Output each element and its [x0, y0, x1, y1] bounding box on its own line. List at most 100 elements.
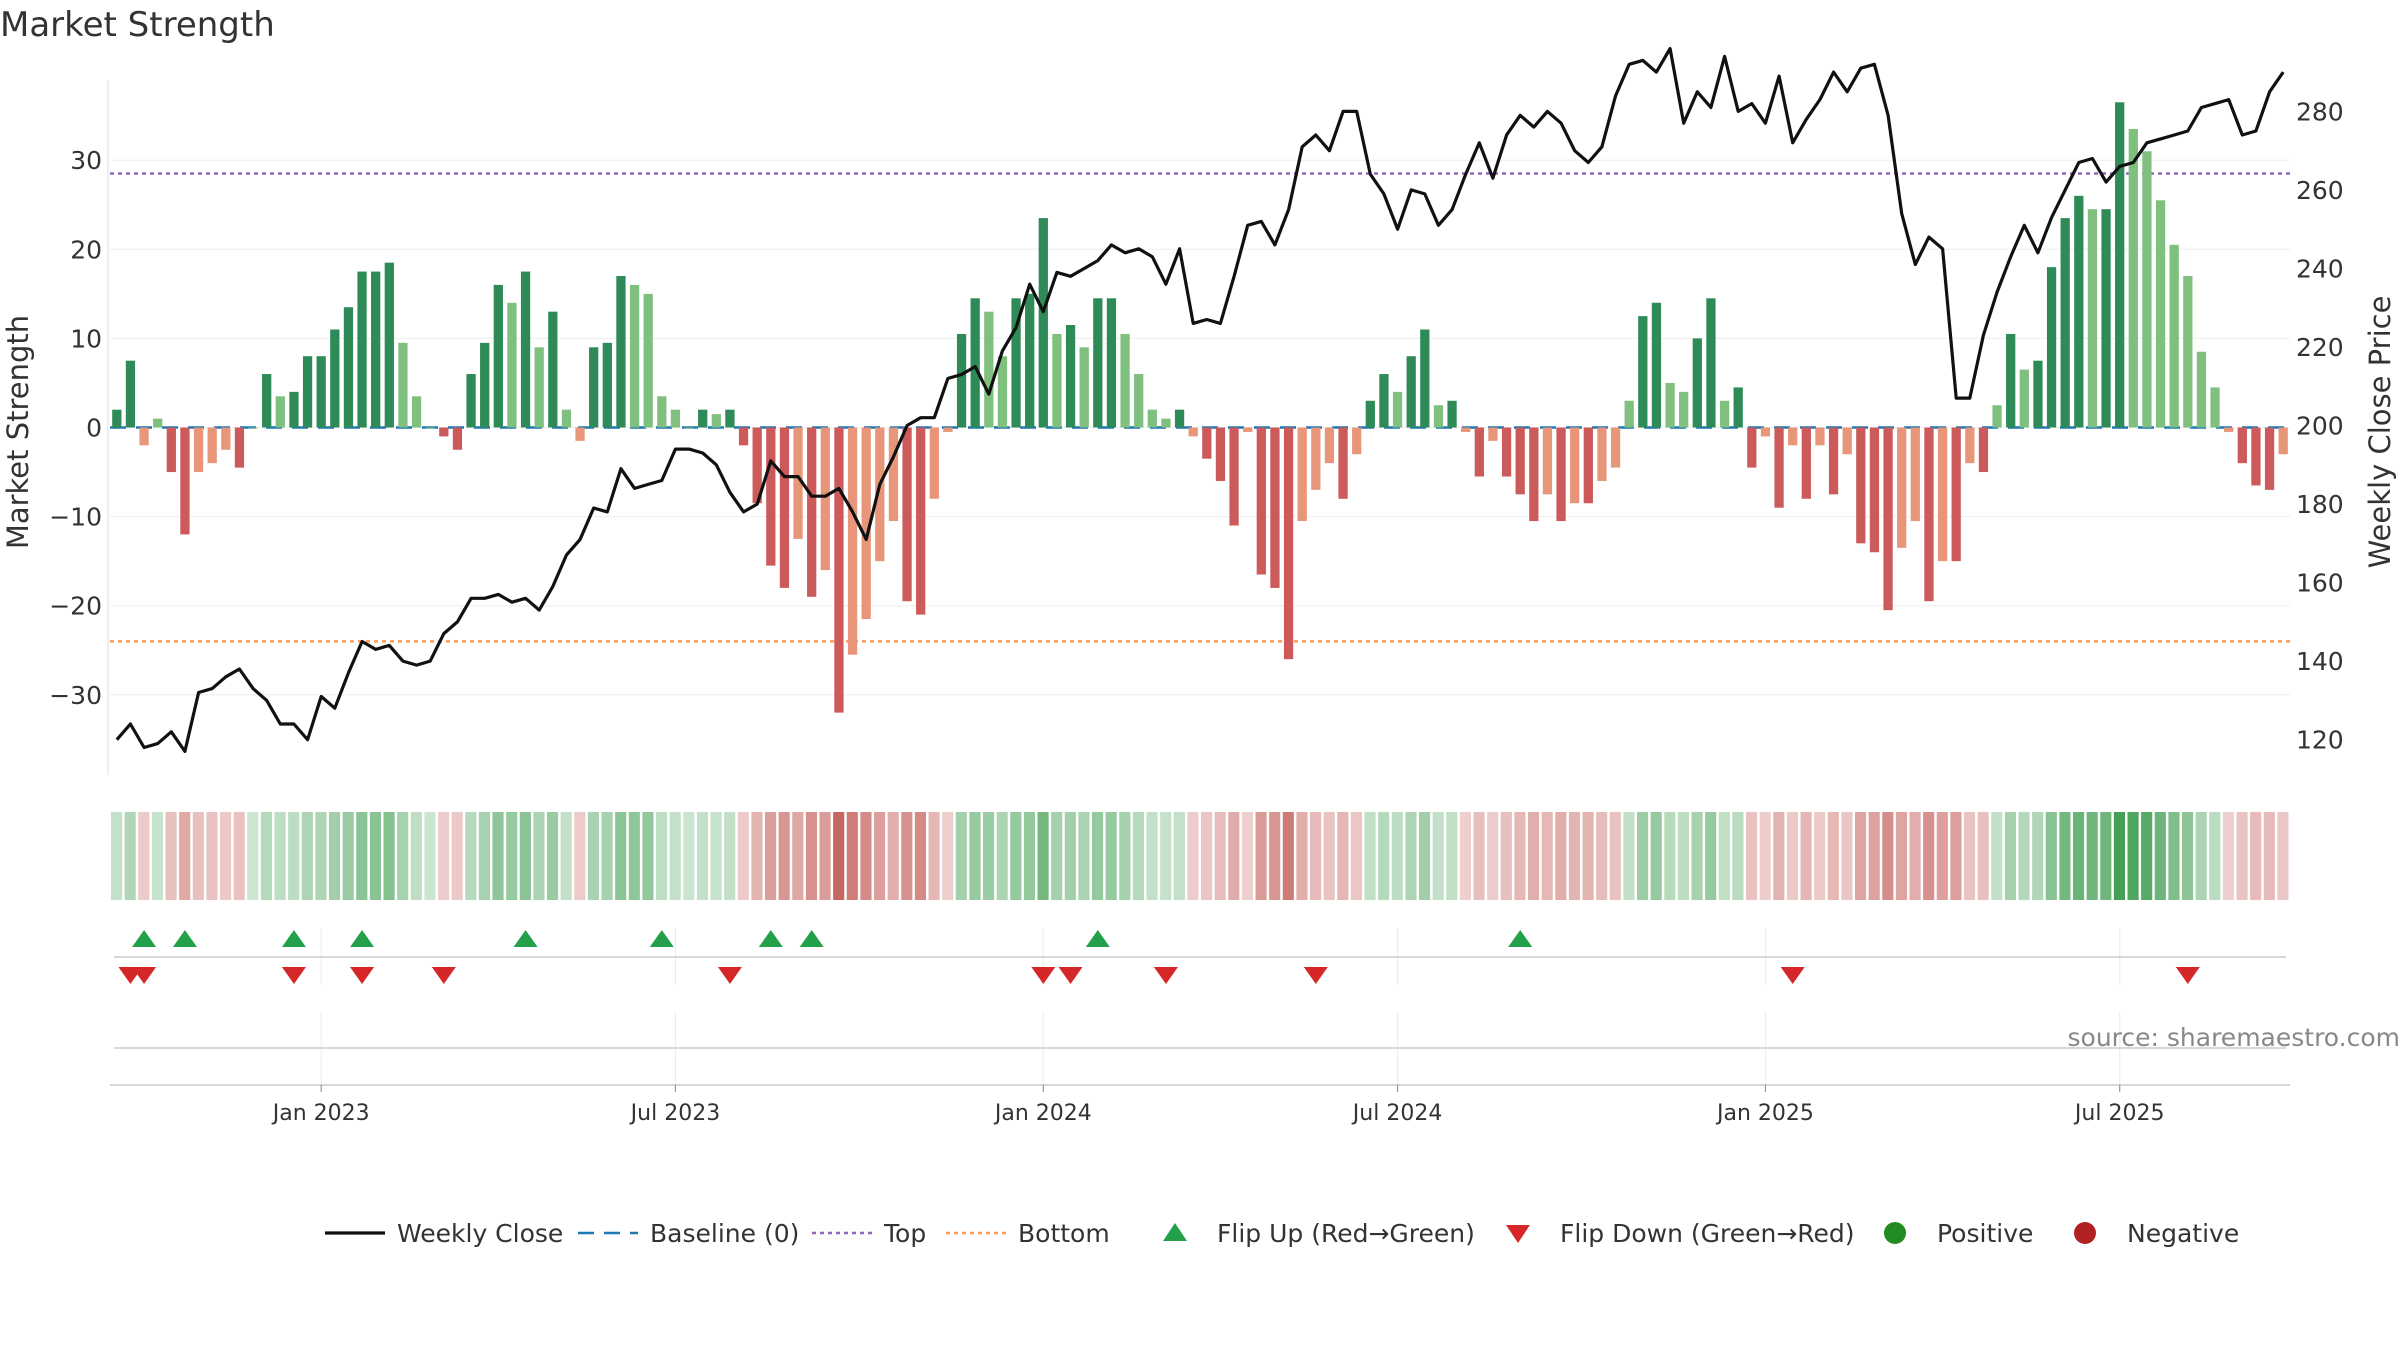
heat-cell — [2222, 812, 2234, 900]
heat-cell — [983, 812, 995, 900]
heat-cell — [260, 812, 272, 900]
heat-cell — [2182, 812, 2194, 900]
strength-bar — [1202, 427, 1212, 459]
heat-cell — [1895, 812, 1907, 900]
heat-cell — [819, 812, 831, 900]
heat-cell — [1555, 812, 1567, 900]
strength-bar — [1338, 427, 1348, 499]
heat-cell — [2195, 812, 2207, 900]
heat-cell — [383, 812, 395, 900]
strength-bar — [480, 342, 490, 428]
strength-bar — [1038, 218, 1048, 428]
strength-bar — [1638, 316, 1648, 428]
legend-label: Top — [883, 1219, 926, 1248]
strength-bar — [1011, 298, 1021, 428]
flip-down-marker — [2175, 967, 2200, 984]
heat-cell — [233, 812, 245, 900]
flip-up-marker — [758, 930, 783, 947]
strength-bar — [1501, 427, 1512, 477]
heat-cell — [1746, 812, 1758, 900]
strength-bar — [1406, 356, 1416, 428]
strength-bar — [1992, 405, 2002, 428]
strength-bar — [2142, 151, 2152, 428]
heat-cell — [1350, 812, 1362, 900]
strength-bar — [2060, 218, 2070, 428]
strength-bar — [875, 427, 885, 562]
strength-bar — [234, 427, 245, 468]
flip-down-marker — [1058, 967, 1083, 984]
reference-lines — [110, 172, 2290, 643]
heat-cell — [1405, 812, 1417, 900]
y-tick-left: 30 — [70, 146, 102, 175]
heat-cell — [1446, 812, 1458, 900]
strength-bar — [507, 302, 517, 428]
heat-cell — [1160, 812, 1172, 900]
y-tick-left: −20 — [49, 592, 102, 621]
heat-cell — [751, 812, 763, 900]
strength-bar — [1692, 338, 1702, 428]
strength-bar — [629, 284, 640, 428]
y-tick-left: 10 — [70, 324, 102, 353]
heat-cell — [2277, 812, 2289, 900]
flip-up-marker — [172, 930, 197, 947]
heat-cell — [506, 812, 518, 900]
heat-cell — [778, 812, 790, 900]
strength-bar — [1420, 329, 1430, 428]
heat-cell — [1909, 812, 1921, 900]
strength-bar — [384, 262, 394, 428]
strength-bar — [1651, 302, 1662, 428]
heat-cell — [560, 812, 572, 900]
heat-cell — [1323, 812, 1335, 900]
heat-cell — [737, 812, 749, 900]
legend-label: Bottom — [1018, 1219, 1110, 1248]
heat-cell — [696, 812, 708, 900]
heat-cell — [1037, 812, 1049, 900]
strength-bar — [2128, 129, 2138, 428]
strength-bar — [2169, 244, 2179, 428]
y-axis-right-label: Weekly Close Price — [2363, 296, 2397, 569]
strength-bar — [1897, 427, 1907, 548]
heat-cell — [2032, 812, 2044, 900]
heat-cell — [329, 812, 341, 900]
heat-cell — [151, 812, 163, 900]
strength-bar — [1570, 427, 1580, 504]
strength-bar — [316, 356, 326, 428]
legend-item: Positive — [1884, 1219, 2033, 1248]
heat-cell — [1378, 812, 1390, 900]
heat-cell — [792, 812, 804, 900]
heat-cell — [1051, 812, 1063, 900]
legend: Weekly Close Baseline (0) Top Bottom Flip Up… — [325, 1219, 2239, 1248]
strength-bar — [766, 427, 776, 566]
legend-item: Top — [812, 1219, 926, 1248]
legend-item: Flip Up (Red→Green) — [1163, 1219, 1475, 1248]
strength-bar — [2278, 427, 2288, 455]
strength-bar — [1365, 400, 1375, 428]
strength-bar — [970, 298, 980, 428]
heat-cell — [805, 812, 817, 900]
heat-cell — [642, 812, 654, 900]
heat-cell — [179, 812, 191, 900]
strength-bar — [684, 427, 694, 429]
heat-cell — [2045, 812, 2057, 900]
x-tick-label: Jul 2024 — [1351, 1101, 1443, 1126]
heat-cell — [1500, 812, 1512, 900]
heat-cell — [1800, 812, 1812, 900]
strength-bar — [752, 427, 762, 504]
heat-cell — [1568, 812, 1580, 900]
heat-cell — [1282, 812, 1294, 900]
x-tick-label: Jan 2024 — [993, 1101, 1092, 1126]
flip-down-marker — [1031, 967, 1056, 984]
heat-cell — [1432, 812, 1444, 900]
y-tick-left: 20 — [70, 235, 102, 264]
heat-cell — [206, 812, 218, 900]
strength-bar — [1774, 427, 1784, 508]
heat-cell — [519, 812, 531, 900]
strength-bar — [1256, 427, 1266, 575]
heat-cell — [1105, 812, 1117, 900]
heat-cell — [138, 812, 150, 900]
strength-bar — [1788, 427, 1798, 446]
strength-bar — [452, 427, 463, 450]
strength-bar — [1556, 427, 1566, 522]
heat-cell — [2073, 812, 2085, 900]
strength-bar — [1461, 427, 1471, 432]
